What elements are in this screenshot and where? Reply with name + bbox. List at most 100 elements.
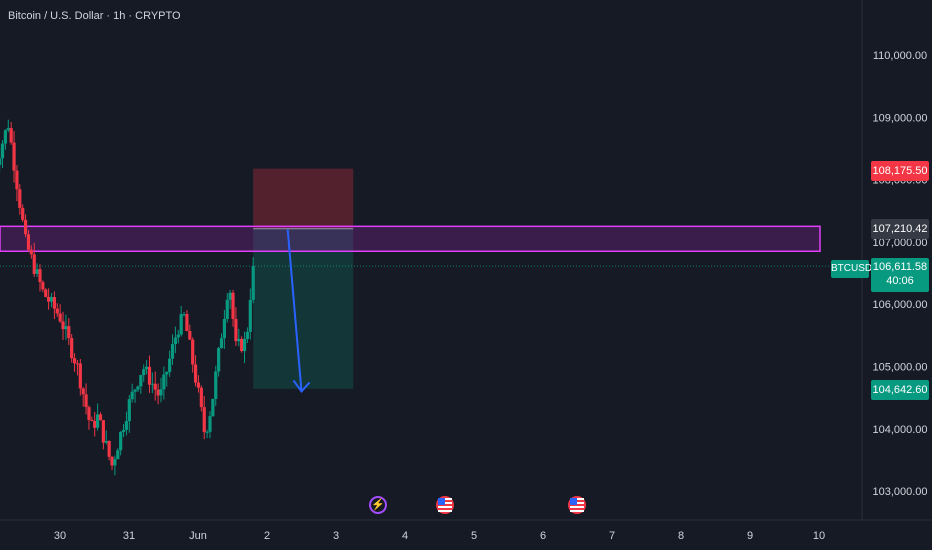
stop-loss-zone[interactable]: [253, 168, 354, 229]
time-tick-label: 7: [609, 530, 615, 542]
symbol-title: Bitcoin / U.S. Dollar · 1h · CRYPTO: [8, 10, 181, 22]
candle-body: [61, 321, 65, 330]
candle-body: [23, 219, 28, 235]
time-tick-label: 30: [54, 530, 66, 542]
candle-body: [21, 207, 25, 220]
time-tick-label: 9: [747, 530, 753, 542]
candle-body: [90, 419, 94, 421]
candle-body: [162, 374, 166, 390]
candle-body: [196, 382, 201, 388]
price-tick-label: 106,000.00: [872, 299, 927, 311]
candle-body: [58, 313, 62, 322]
projection-arrow-head[interactable]: [292, 379, 311, 394]
candle-body: [107, 440, 111, 457]
candle-body: [52, 297, 56, 309]
candle-body: [113, 459, 117, 466]
candle-body: [234, 318, 238, 342]
candle-body: [47, 296, 51, 302]
candle-body: [231, 292, 235, 319]
candle-body: [93, 420, 97, 428]
candle-body: [119, 431, 123, 451]
candle-body: [0, 158, 2, 166]
candle-body: [127, 399, 131, 422]
time-tick-label: 31: [123, 530, 135, 542]
candle-body: [222, 319, 226, 339]
take-profit-zone[interactable]: [253, 228, 354, 389]
candle-body: [170, 344, 175, 359]
price-tick-label: 110,000.00: [873, 50, 927, 62]
candle-body: [116, 450, 120, 460]
candle-body: [248, 299, 252, 332]
candle-body: [202, 407, 206, 433]
bar-countdown: 40:06: [886, 275, 914, 287]
time-tick-label: 4: [402, 530, 408, 542]
candle-body: [98, 414, 103, 421]
price-tick-label: 104,000.00: [872, 424, 927, 436]
candle-body: [3, 130, 8, 144]
candle-body: [18, 189, 22, 208]
candle-body: [101, 420, 105, 443]
price-tick-label: 105,000.00: [872, 362, 927, 374]
candle-body: [9, 128, 13, 143]
candle-body: [26, 234, 31, 250]
candle-body: [110, 456, 114, 466]
candle-body: [219, 338, 224, 349]
candle-body: [104, 440, 108, 443]
us-flag-icon-2[interactable]: [568, 496, 586, 514]
candle-body: [208, 416, 212, 432]
candle-body: [55, 308, 59, 314]
candle-body: [240, 338, 244, 352]
current-price-label: 106,611.58 40:06: [871, 258, 929, 292]
candle-body: [124, 421, 129, 430]
candle-body: [67, 326, 71, 339]
candle-body: [159, 389, 163, 396]
candle-body: [199, 387, 203, 408]
candle-body: [214, 371, 218, 399]
candle-body: [242, 339, 247, 352]
entry-price-label: 107,210.42: [871, 219, 929, 239]
candle-body: [15, 170, 19, 190]
candle-body: [217, 348, 221, 372]
candle-body: [81, 388, 85, 395]
candle-body: [44, 289, 48, 297]
candle-body: [130, 391, 134, 400]
candle-body: [29, 249, 33, 255]
candle-body: [188, 330, 192, 340]
price-tick-label: 109,000.00: [872, 112, 927, 124]
time-tick-label: 8: [678, 530, 684, 542]
candle-body: [147, 366, 152, 385]
dividend-lightning-icon[interactable]: ⚡: [369, 496, 387, 514]
candle-body: [75, 363, 80, 365]
time-tick-label: 5: [471, 530, 477, 542]
candle-body: [156, 389, 160, 396]
candle-body: [144, 366, 149, 370]
candle-body: [173, 337, 178, 345]
candle-body: [70, 338, 74, 359]
candle-body: [38, 269, 42, 283]
time-tick-label: 10: [813, 530, 825, 542]
candle-body: [205, 431, 209, 433]
candle-body: [179, 314, 183, 335]
projection-arrow-line[interactable]: [286, 229, 303, 392]
take-profit-price-label: 104,642.60: [871, 380, 929, 400]
candle-body: [49, 297, 54, 302]
candle-body: [139, 375, 143, 387]
time-tick-label: 6: [540, 530, 546, 542]
candle-body: [168, 358, 172, 372]
stop-loss-price-label: 108,175.50: [871, 161, 929, 181]
price-tick-label: 107,000.00: [872, 237, 927, 249]
resistance-zone[interactable]: [0, 225, 821, 252]
candle-body: [225, 299, 229, 320]
candle-body: [84, 394, 88, 408]
candle-body: [191, 339, 195, 365]
candle-body: [87, 407, 91, 420]
candle-body: [96, 414, 100, 428]
candle-body: [32, 254, 36, 274]
candle-body: [133, 389, 137, 392]
us-flag-icon[interactable]: [436, 496, 454, 514]
candle-body: [0, 143, 5, 159]
candle-body: [121, 429, 126, 432]
candle-body: [237, 338, 241, 342]
candle-body: [136, 386, 140, 390]
